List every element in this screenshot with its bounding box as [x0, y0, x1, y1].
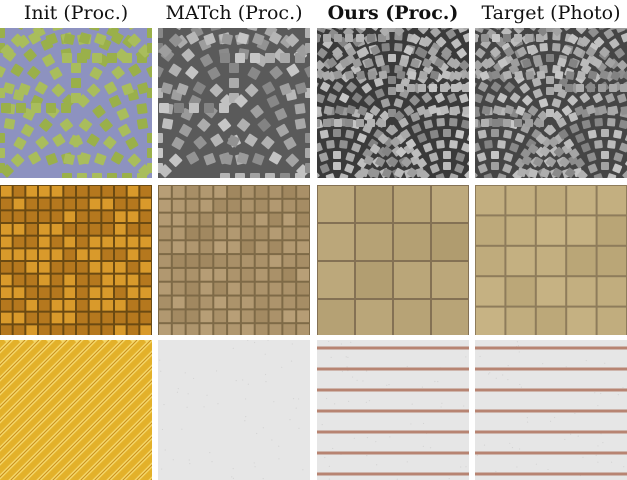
target-tiles-image [475, 185, 627, 335]
init-tiles-image [0, 185, 152, 335]
match-tiles-image [158, 185, 310, 335]
header-target: Target (Photo) [481, 2, 621, 24]
init-cobblestone-image [0, 28, 152, 178]
header-ours: Ours (Proc.) [327, 2, 459, 24]
ours-stripes-image [317, 340, 469, 480]
ours-tiles-image [317, 185, 469, 335]
match-cobblestone-image [158, 28, 310, 178]
match-stripes-image [158, 340, 310, 480]
init-stripes-image [0, 340, 152, 480]
header-init: Init (Proc.) [23, 2, 129, 24]
target-cobblestone-image [475, 28, 627, 178]
header-match: MATch (Proc.) [165, 2, 303, 24]
target-stripes-image [475, 340, 627, 480]
ours-cobblestone-image [317, 28, 469, 178]
